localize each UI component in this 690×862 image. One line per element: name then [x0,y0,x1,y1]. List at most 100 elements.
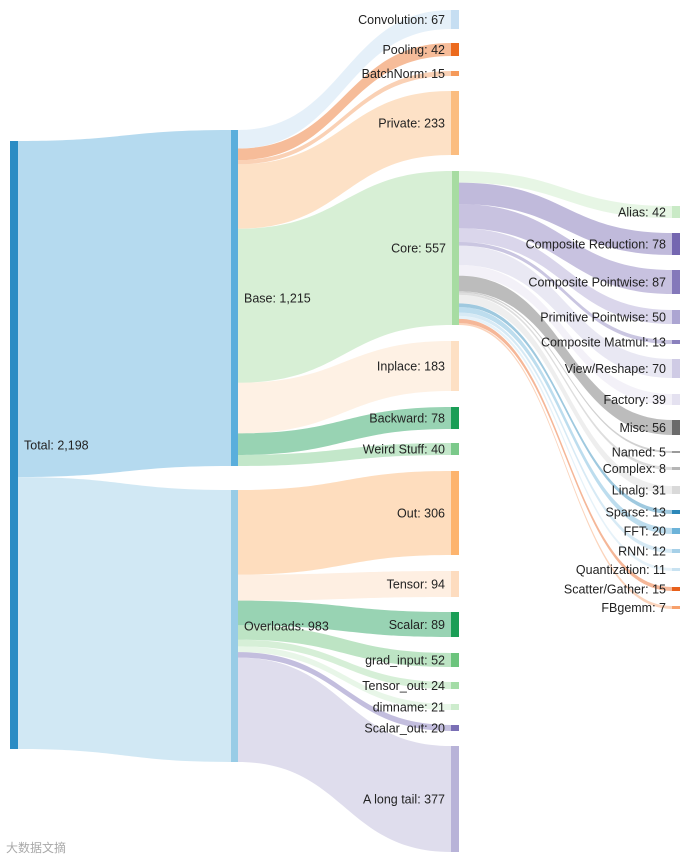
label-dimname: dimname: 21 [373,701,445,715]
link-overloads-to-scalar [238,600,451,637]
link-core-to-factory [459,265,672,405]
label-tensor: Tensor: 94 [387,578,445,592]
link-base-to-backward [238,407,451,455]
node-fbgemm [672,606,680,609]
watermark-logo: 大数据文摘 [6,841,67,855]
node-comp_pw [672,270,680,294]
label-scatter: Scatter/Gather: 15 [564,583,666,597]
link-core-to-comp_mm [459,242,672,344]
node-linalg [672,486,680,494]
label-alias: Alias: 42 [618,206,666,220]
link-core-to-sparse [459,303,672,514]
link-base-to-core [238,171,452,383]
label-base: Base: 1,215 [244,292,311,306]
label-comp_red: Composite Reduction: 78 [526,238,666,252]
node-tensor_out [451,682,459,689]
node-rnn [672,549,680,553]
link-core-to-named [459,291,672,453]
label-core: Core: 557 [391,242,446,256]
node-core [452,171,459,325]
link-core-to-complex [459,292,672,470]
link-core-to-alias [459,171,672,218]
sankey-links [18,10,672,852]
label-inplace: Inplace: 183 [377,360,445,374]
label-factory: Factory: 39 [603,393,666,407]
label-fbgemm: FBgemm: 7 [601,601,666,615]
node-total [10,141,18,749]
node-misc [672,420,680,435]
label-scalar: Scalar: 89 [389,618,445,632]
node-pooling [451,43,459,56]
link-overloads-to-out [238,471,451,575]
node-comp_red [672,233,680,255]
link-core-to-fft [459,307,672,534]
node-longtail [451,746,459,852]
node-dimname [451,704,459,710]
label-overloads: Overloads: 983 [244,620,329,634]
label-pooling: Pooling: 42 [382,43,445,57]
link-overloads-to-longtail [238,657,451,852]
node-alias [672,206,680,218]
label-private: Private: 233 [378,117,445,131]
link-core-to-view [459,245,672,378]
label-tensor_out: Tensor_out: 24 [362,679,445,693]
link-base-to-private [238,91,451,229]
node-grad_input [451,653,459,667]
label-misc: Misc: 56 [619,421,666,435]
label-convolution: Convolution: 67 [358,13,445,27]
node-tensor [451,571,459,597]
node-batchnorm [451,71,459,76]
node-convolution [451,10,459,29]
node-backward [451,407,459,429]
node-scalar_out [451,725,459,731]
label-comp_pw: Composite Pointwise: 87 [528,276,666,290]
link-core-to-comp_pw [459,204,672,294]
link-base-to-batchnorm [238,71,451,165]
node-base [231,130,238,466]
node-prim_pw [672,310,680,324]
label-batchnorm: BatchNorm: 15 [362,67,445,81]
label-comp_mm: Composite Matmul: 13 [541,336,666,350]
node-named [672,451,680,453]
label-backward: Backward: 78 [369,412,445,426]
link-total-to-base [18,130,231,478]
label-grad_input: grad_input: 52 [365,654,445,668]
link-core-to-comp_red [459,182,672,255]
node-scalar [451,612,459,637]
node-factory [672,394,680,405]
label-complex: Complex: 8 [603,462,666,476]
link-base-to-convolution [238,10,451,149]
label-rnn: RNN: 12 [618,545,666,559]
node-private [451,91,459,155]
node-scatter [672,587,680,591]
label-scalar_out: Scalar_out: 20 [364,722,445,736]
link-core-to-linalg [459,294,672,494]
link-core-to-prim_pw [459,228,672,324]
link-base-to-inplace [238,341,451,434]
node-complex [672,467,680,470]
label-view: View/Reshape: 70 [565,362,666,376]
sankey-nodes [10,10,680,852]
node-quant [672,568,680,571]
label-named: Named: 5 [612,446,666,460]
label-out: Out: 306 [397,507,445,521]
label-total: Total: 2,198 [24,439,89,453]
link-overloads-to-dimname [238,646,451,710]
label-fft: FFT: 20 [624,525,666,539]
node-inplace [451,341,459,391]
node-weird [451,443,459,455]
node-sparse [672,510,680,514]
link-core-to-scatter [459,318,672,591]
link-base-to-pooling [238,43,451,161]
node-fft [672,528,680,534]
link-base-to-weird [238,443,451,466]
link-core-to-rnn [459,312,672,553]
label-prim_pw: Primitive Pointwise: 50 [540,311,666,325]
sankey-labels: Total: 2,198 Base: 1,215 Overloads: 983 Con… [24,13,666,807]
link-total-to-overloads [18,477,231,762]
node-view [672,359,680,378]
link-core-to-fbgemm [459,323,672,609]
label-quant: Quantization: 11 [576,563,666,577]
link-overloads-to-tensor_out [238,639,451,689]
link-overloads-to-scalar_out [238,652,451,731]
